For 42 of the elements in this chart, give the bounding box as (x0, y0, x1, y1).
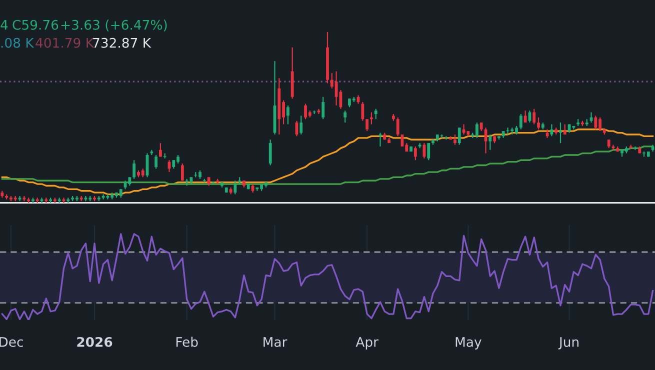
candlestick (180, 162, 184, 182)
candlestick (488, 134, 492, 150)
candlestick (550, 124, 554, 137)
candlestick (361, 101, 364, 122)
candlestick (154, 154, 158, 170)
candlestick (132, 160, 136, 180)
annotation: 401.79 K (36, 38, 94, 48)
candlestick (300, 115, 303, 136)
annotation: 732.87 K (93, 38, 152, 48)
candlestick (454, 134, 456, 146)
candlestick (594, 115, 598, 130)
candlestick (414, 146, 417, 161)
candlestick (102, 194, 105, 200)
x-tick-label: Feb (176, 336, 198, 347)
x-tick-label: Apr (356, 337, 378, 350)
candlestick (366, 118, 369, 132)
x-tick-label: Jun (558, 337, 578, 350)
candlestick (322, 96, 325, 120)
x-tick-label: May (456, 337, 482, 350)
candlestick (234, 180, 237, 195)
annotation: .08 K (1, 38, 34, 48)
candlestick (532, 108, 536, 125)
candlestick (370, 112, 373, 125)
candlestick (396, 116, 400, 137)
candlestick (458, 127, 461, 146)
candlestick (519, 113, 522, 130)
candlestick (159, 142, 162, 158)
text: 4 (0, 20, 8, 30)
candlestick (212, 182, 215, 185)
candlestick (559, 122, 562, 144)
x-tick-label: Mar (264, 337, 288, 347)
text: +3.63 (+6.47%) (61, 20, 167, 32)
candlestick (344, 110, 347, 124)
candlestick (374, 108, 378, 120)
candlestick (268, 139, 272, 166)
x-tick-label: 2026 (77, 336, 112, 347)
candlestick (563, 124, 566, 136)
text: C59.76 (12, 20, 58, 30)
candlestick (286, 104, 290, 125)
candlestick (537, 116, 540, 130)
candlestick (427, 142, 430, 161)
x-tick-label: Dec (0, 337, 23, 347)
